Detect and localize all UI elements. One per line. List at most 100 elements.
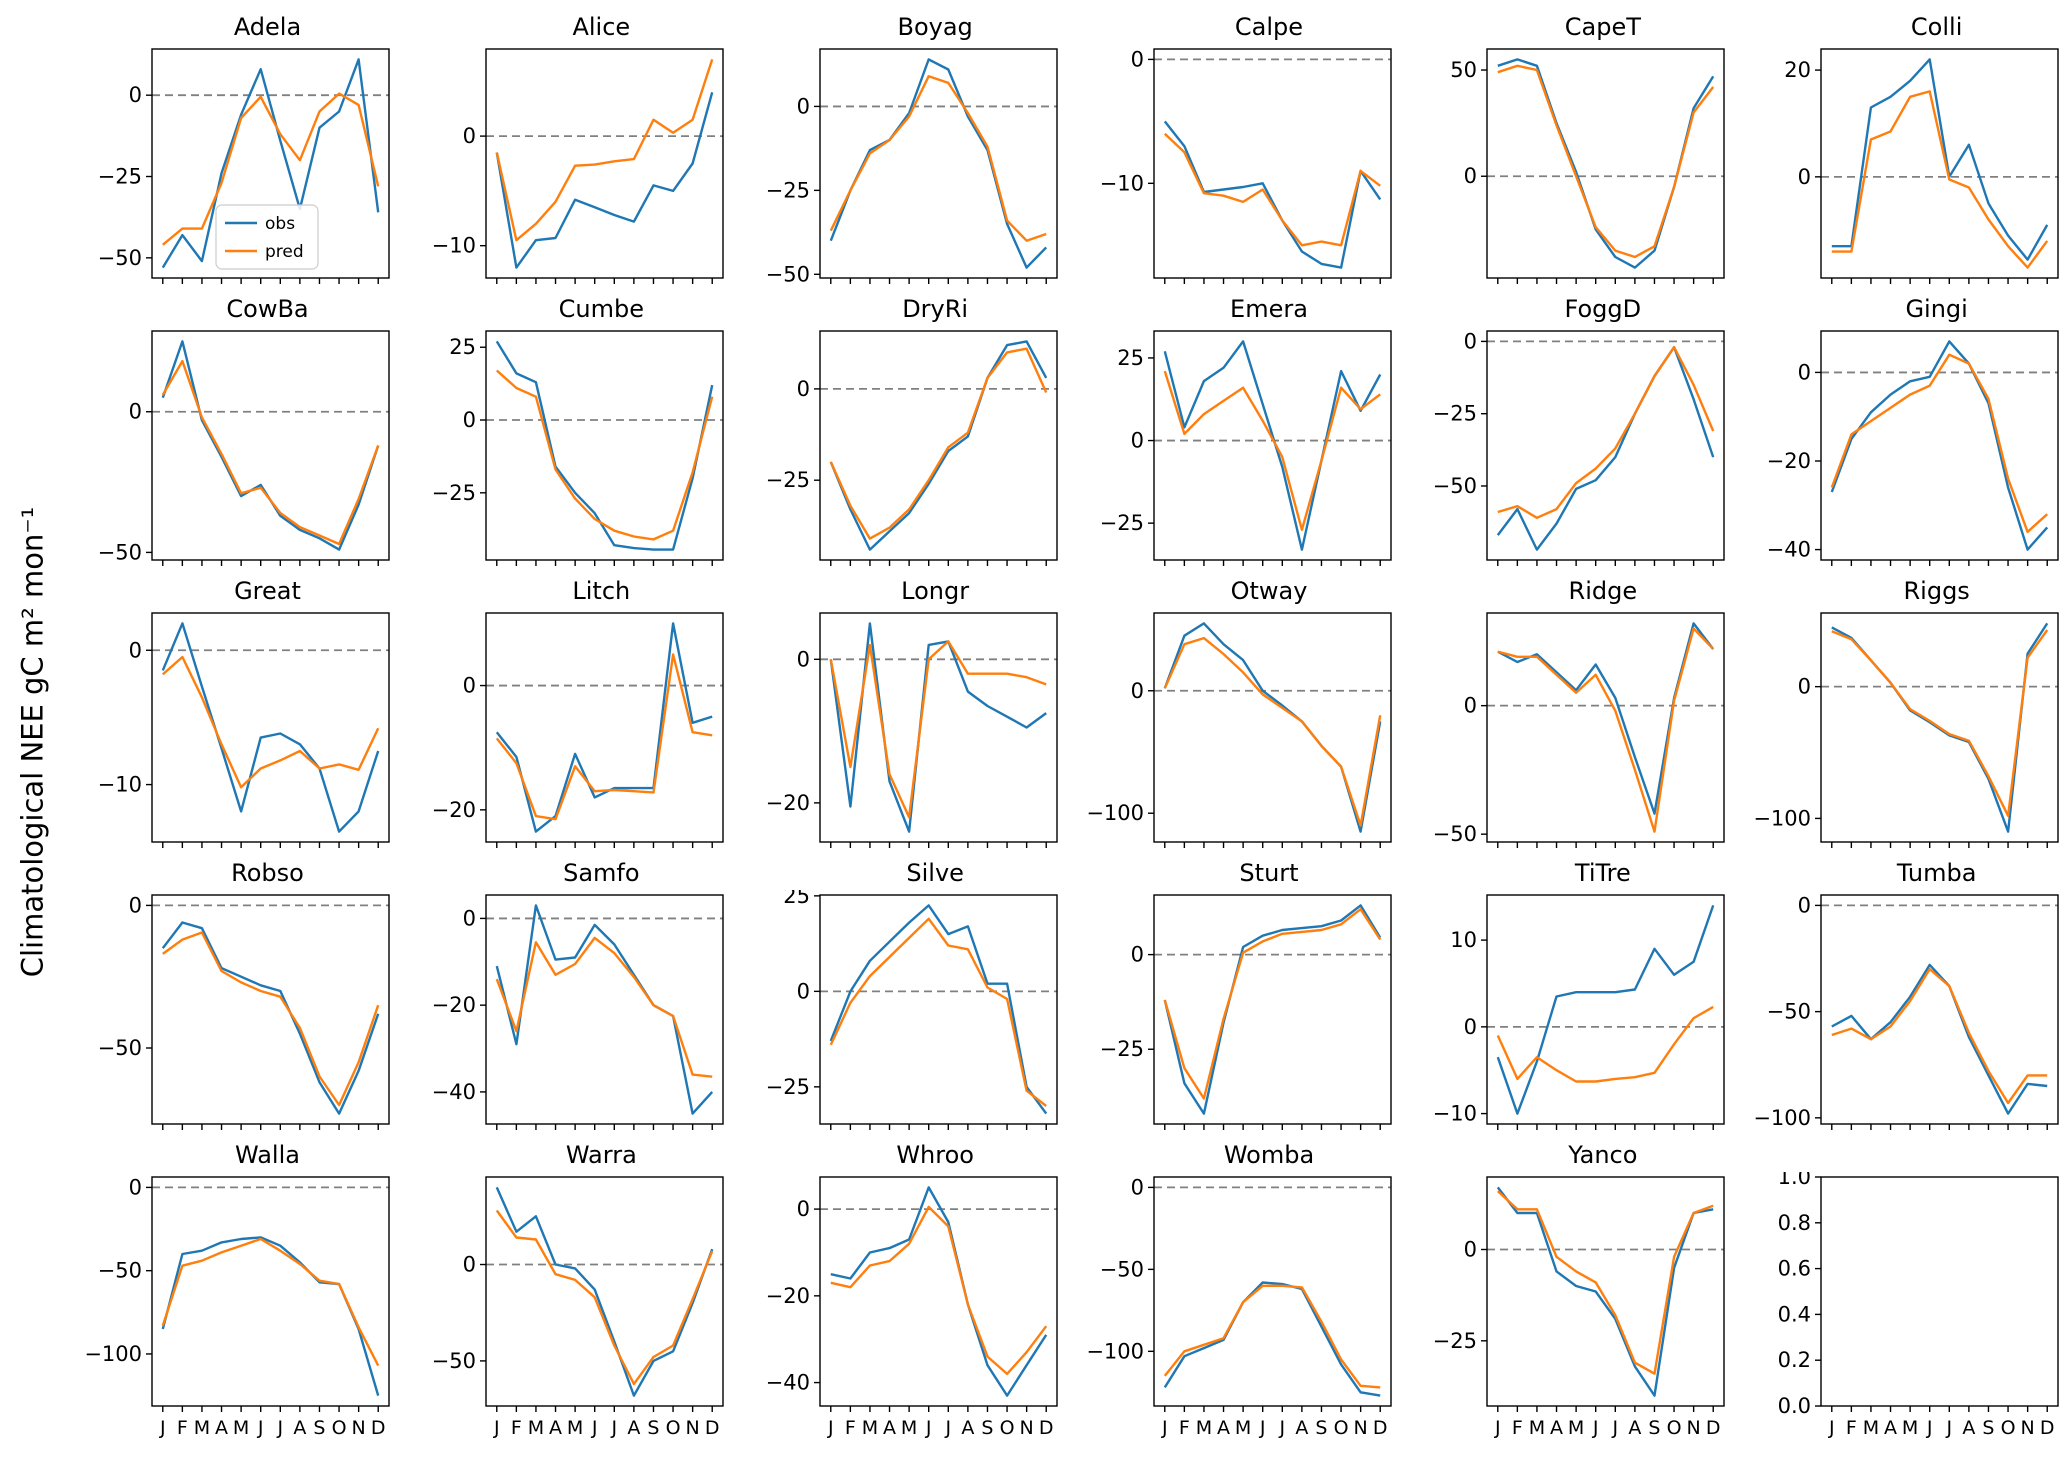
- subplot-Silve: Silve 25 0 −25: [732, 856, 1065, 1138]
- x-tick-label: M: [1195, 1417, 1211, 1439]
- y-tick-label: −100: [1086, 801, 1144, 825]
- axes-box: [1820, 1176, 2059, 1407]
- pred-line: [1163, 1284, 1380, 1389]
- axes-box: [485, 894, 724, 1125]
- x-tick-label: S: [1315, 1417, 1327, 1439]
- pred-line: [829, 347, 1047, 540]
- y-tick-label: 0: [1464, 1237, 1477, 1261]
- obs-line: [1163, 120, 1381, 269]
- obs-line: [829, 622, 1047, 833]
- subplot-chart: 0 −50: [98, 330, 390, 566]
- x-tick-label: A: [1295, 1417, 1308, 1439]
- axes-box: [485, 48, 724, 279]
- y-tick-label: −25: [765, 178, 809, 202]
- y-tick-label: −50: [765, 262, 809, 286]
- x-tick-label: D: [705, 1417, 720, 1439]
- subplot-title: Calpe: [1234, 13, 1304, 41]
- subplot-chart: 0 −50: [98, 893, 390, 1130]
- pred-line: [162, 92, 380, 246]
- subplot-title: Longr: [901, 577, 970, 605]
- x-tick-label: F: [1846, 1417, 1857, 1439]
- axes-box: [1152, 612, 1392, 843]
- subplot-title: FoggD: [1564, 295, 1642, 323]
- x-tick-label: N: [1353, 1417, 1367, 1439]
- x-tick-label: J: [1612, 1417, 1619, 1439]
- y-tick-label: 25: [783, 890, 810, 908]
- y-tick-label: −50: [98, 246, 142, 270]
- y-tick-label: −100: [1086, 1339, 1144, 1363]
- x-tick-label: O: [1333, 1417, 1348, 1439]
- pred-line: [1830, 353, 2049, 534]
- axes-box: [818, 48, 1058, 279]
- x-tick-label: O: [1667, 1417, 1682, 1439]
- obs-line: [495, 340, 714, 551]
- y-tick-label: −10: [1433, 1102, 1477, 1126]
- subplot-Alice: Alice 0 −10: [398, 10, 731, 292]
- subplot-title: DryRi: [902, 295, 969, 323]
- subplot-chart: 0 −25 −50 obs pred: [98, 48, 390, 284]
- x-tick-label: A: [549, 1417, 562, 1439]
- obs-line: [1831, 963, 2048, 1115]
- subplot-chart: 0 −10: [1099, 47, 1392, 284]
- subplot-CapeT: CapeT 50 0: [1399, 10, 1732, 292]
- x-tick-label: J: [1592, 1417, 1599, 1439]
- x-tick-label: S: [1983, 1417, 1995, 1439]
- x-tick-label: A: [1217, 1417, 1230, 1439]
- axes-box: [818, 1176, 1058, 1407]
- subplot-title: Whroo: [896, 1141, 974, 1169]
- pred-line: [495, 369, 714, 541]
- pred-line: [1497, 627, 1715, 833]
- subplot-chart: 25 0 −25: [1099, 330, 1392, 566]
- x-tick-label: O: [2001, 1417, 2016, 1439]
- subplot-Calpe: Calpe 0 −10: [1066, 10, 1399, 292]
- x-tick-label: J: [827, 1417, 834, 1439]
- x-tick-label: F: [1178, 1417, 1189, 1439]
- subplot-title: Tumba: [1896, 859, 1977, 887]
- y-tick-label: −100: [1753, 1106, 1811, 1130]
- subplot-title: Riggs: [1903, 577, 1970, 605]
- pred-line: [830, 1205, 1047, 1376]
- pred-line: [1163, 132, 1381, 247]
- y-tick-label: −40: [1767, 538, 1811, 562]
- y-tick-label: −25: [432, 481, 476, 505]
- subplot-Robso: Robso 0 −50: [64, 856, 397, 1138]
- x-tick-label: J: [1258, 1417, 1265, 1439]
- axes-box: [1486, 48, 1726, 279]
- axes-box: [818, 330, 1058, 561]
- subplot-title: Alice: [572, 13, 631, 41]
- axes-box: [485, 1176, 724, 1407]
- y-tick-label: −50: [1433, 822, 1477, 846]
- subplot-chart: 0 −20: [765, 612, 1058, 848]
- x-tick-label: O: [665, 1417, 680, 1439]
- pred-line: [829, 75, 1047, 242]
- y-tick-label: −50: [98, 540, 142, 564]
- y-tick-label: −100: [1753, 806, 1811, 830]
- x-tick-label: O: [999, 1417, 1014, 1439]
- pred-line: [1497, 1005, 1715, 1083]
- subplot-title: Silve: [906, 859, 964, 887]
- y-tick-label: −10: [432, 234, 476, 258]
- subplot-chart: 0 −25: [765, 330, 1058, 566]
- subplot-chart: 0 −100: [1753, 612, 2059, 848]
- obs-line: [495, 622, 713, 833]
- obs-line: [161, 58, 380, 269]
- x-tick-label: A: [1550, 1417, 1563, 1439]
- pred-line: [161, 1237, 380, 1367]
- subplot-title: Womba: [1223, 1141, 1315, 1169]
- y-tick-label: −25: [1099, 511, 1143, 535]
- subplot-chart: J F M A M J J A S O N D0−20−40: [765, 1176, 1058, 1439]
- subplot-Otway: Otway 0 −100: [1066, 574, 1399, 856]
- y-tick-label: 0: [796, 1197, 809, 1221]
- pred-line: [1831, 967, 2048, 1105]
- subplot-title: Walla: [235, 1141, 300, 1169]
- subplot-Cumbe: Cumbe 25 0 −25: [398, 292, 731, 574]
- subplot-chart: J F M A M J J A S O N D0−50−100: [1086, 1175, 1392, 1439]
- obs-line: [1163, 622, 1381, 833]
- axes-box: [151, 612, 390, 843]
- axes-box: [1152, 48, 1392, 279]
- axes-box: [485, 612, 724, 843]
- pred-line: [495, 653, 713, 821]
- y-tick-label: 10: [1451, 928, 1478, 952]
- y-tick-label: −50: [1433, 474, 1477, 498]
- subplot-Colli: Colli 20 0: [1733, 10, 2066, 292]
